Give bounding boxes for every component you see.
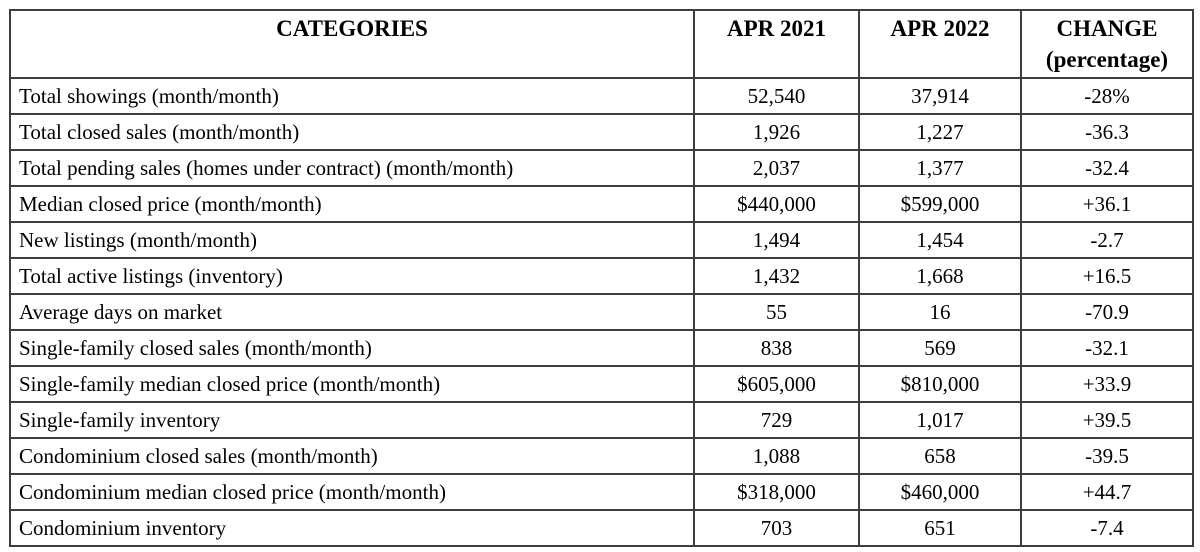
change-value-cell: +16.5 <box>1020 257 1194 295</box>
apr-2022-value-cell: 1,227 <box>858 113 1022 151</box>
apr-2022-value-cell: 1,454 <box>858 221 1022 259</box>
column-header-change: CHANGE (percentage) <box>1020 9 1194 79</box>
apr-2021-value-cell: 1,926 <box>693 113 860 151</box>
category-cell: Condominium closed sales (month/month) <box>9 437 695 475</box>
table-row: Total pending sales (homes under contrac… <box>9 149 1194 187</box>
category-cell: Total active listings (inventory) <box>9 257 695 295</box>
apr-2022-value-cell: 1,668 <box>858 257 1022 295</box>
table-row: Condominium inventory 703 651 -7.4 <box>9 509 1194 547</box>
category-cell: Average days on market <box>9 293 695 331</box>
apr-2021-value-cell: 55 <box>693 293 860 331</box>
category-cell: Single-family inventory <box>9 401 695 439</box>
category-cell: Total showings (month/month) <box>9 77 695 115</box>
change-value-cell: +33.9 <box>1020 365 1194 403</box>
category-cell: Total closed sales (month/month) <box>9 113 695 151</box>
category-cell: Total pending sales (homes under contrac… <box>9 149 695 187</box>
table-body: Total showings (month/month) 52,540 37,9… <box>9 77 1194 547</box>
apr-2022-value-cell: 16 <box>858 293 1022 331</box>
change-value-cell: -2.7 <box>1020 221 1194 259</box>
change-value-cell: -70.9 <box>1020 293 1194 331</box>
table-row: Single-family inventory 729 1,017 +39.5 <box>9 401 1194 439</box>
change-value-cell: +39.5 <box>1020 401 1194 439</box>
column-header-apr-2022: APR 2022 <box>858 9 1022 79</box>
apr-2022-value-cell: $810,000 <box>858 365 1022 403</box>
table-row: Condominium closed sales (month/month) 1… <box>9 437 1194 475</box>
column-header-categories: CATEGORIES <box>9 9 695 79</box>
category-cell: New listings (month/month) <box>9 221 695 259</box>
apr-2021-value-cell: 729 <box>693 401 860 439</box>
apr-2021-value-cell: 703 <box>693 509 860 547</box>
category-cell: Condominium inventory <box>9 509 695 547</box>
table-row: Total active listings (inventory) 1,432 … <box>9 257 1194 295</box>
apr-2021-value-cell: 1,494 <box>693 221 860 259</box>
category-cell: Single-family median closed price (month… <box>9 365 695 403</box>
apr-2021-value-cell: $605,000 <box>693 365 860 403</box>
apr-2022-value-cell: 1,017 <box>858 401 1022 439</box>
category-cell: Condominium median closed price (month/m… <box>9 473 695 511</box>
column-header-apr-2021: APR 2021 <box>693 9 860 79</box>
change-value-cell: -7.4 <box>1020 509 1194 547</box>
apr-2021-value-cell: $440,000 <box>693 185 860 223</box>
apr-2021-value-cell: 1,432 <box>693 257 860 295</box>
change-value-cell: +36.1 <box>1020 185 1194 223</box>
table-row: Median closed price (month/month) $440,0… <box>9 185 1194 223</box>
apr-2021-value-cell: 52,540 <box>693 77 860 115</box>
apr-2022-value-cell: 569 <box>858 329 1022 367</box>
change-value-cell: -39.5 <box>1020 437 1194 475</box>
table-header: CATEGORIES APR 2021 APR 2022 CHANGE (perc… <box>9 9 1194 79</box>
column-header-change-line1: CHANGE <box>1056 16 1158 41</box>
change-value-cell: +44.7 <box>1020 473 1194 511</box>
change-value-cell: -28% <box>1020 77 1194 115</box>
apr-2022-value-cell: 37,914 <box>858 77 1022 115</box>
apr-2022-value-cell: 651 <box>858 509 1022 547</box>
table-row: Total showings (month/month) 52,540 37,9… <box>9 77 1194 115</box>
apr-2021-value-cell: 2,037 <box>693 149 860 187</box>
apr-2021-value-cell: 1,088 <box>693 437 860 475</box>
table-row: Single-family closed sales (month/month)… <box>9 329 1194 367</box>
change-value-cell: -36.3 <box>1020 113 1194 151</box>
apr-2022-value-cell: 1,377 <box>858 149 1022 187</box>
table-row: Condominium median closed price (month/m… <box>9 473 1194 511</box>
header-row: CATEGORIES APR 2021 APR 2022 CHANGE (perc… <box>9 9 1194 79</box>
apr-2022-value-cell: $460,000 <box>858 473 1022 511</box>
column-header-change-line2: (percentage) <box>1045 47 1169 72</box>
table-row: Average days on market 55 16 -70.9 <box>9 293 1194 331</box>
apr-2022-value-cell: 658 <box>858 437 1022 475</box>
real-estate-stats-table: CATEGORIES APR 2021 APR 2022 CHANGE (perc… <box>9 9 1194 547</box>
apr-2021-value-cell: $318,000 <box>693 473 860 511</box>
table-row: Total closed sales (month/month) 1,926 1… <box>9 113 1194 151</box>
table-row: Single-family median closed price (month… <box>9 365 1194 403</box>
table-row: New listings (month/month) 1,494 1,454 -… <box>9 221 1194 259</box>
apr-2021-value-cell: 838 <box>693 329 860 367</box>
category-cell: Single-family closed sales (month/month) <box>9 329 695 367</box>
category-cell: Median closed price (month/month) <box>9 185 695 223</box>
change-value-cell: -32.4 <box>1020 149 1194 187</box>
apr-2022-value-cell: $599,000 <box>858 185 1022 223</box>
change-value-cell: -32.1 <box>1020 329 1194 367</box>
